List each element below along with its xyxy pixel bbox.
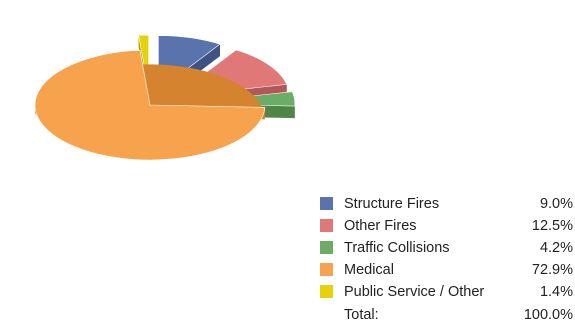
legend-item: Other Fires 12.5% xyxy=(316,215,575,237)
pie-slice-3 xyxy=(34,49,266,161)
legend-value: 12.5% xyxy=(531,218,573,234)
legend-item: Medical 72.9% xyxy=(316,259,575,281)
legend-label: Other Fires xyxy=(344,218,417,234)
legend-swatch xyxy=(320,219,333,232)
legend-swatch xyxy=(320,197,333,210)
legend-swatch xyxy=(320,263,333,276)
pie-slice-top-3 xyxy=(34,49,266,161)
legend-total-label: Total: xyxy=(344,307,379,323)
legend-value: 1.4% xyxy=(539,284,573,300)
legend-total-row: Total: 100.0% xyxy=(316,303,575,327)
legend-value: 72.9% xyxy=(531,262,573,278)
legend: Structure Fires 9.0% Other Fires 12.5% Traff… xyxy=(316,193,575,327)
legend-label: Public Service / Other xyxy=(344,284,485,300)
legend-item: Structure Fires 9.0% xyxy=(316,193,575,215)
legend-value: 9.0% xyxy=(539,196,573,212)
legend-swatch xyxy=(320,285,333,298)
legend-swatch xyxy=(320,241,333,254)
legend-label: Structure Fires xyxy=(344,196,440,212)
legend-item: Traffic Collisions 4.2% xyxy=(316,237,575,259)
legend-total-value: 100.0% xyxy=(523,307,573,323)
legend-label: Medical xyxy=(344,262,394,278)
legend-value: 4.2% xyxy=(539,240,573,256)
legend-item: Public Service / Other 1.4% xyxy=(316,281,575,303)
legend-label: Traffic Collisions xyxy=(344,240,450,256)
